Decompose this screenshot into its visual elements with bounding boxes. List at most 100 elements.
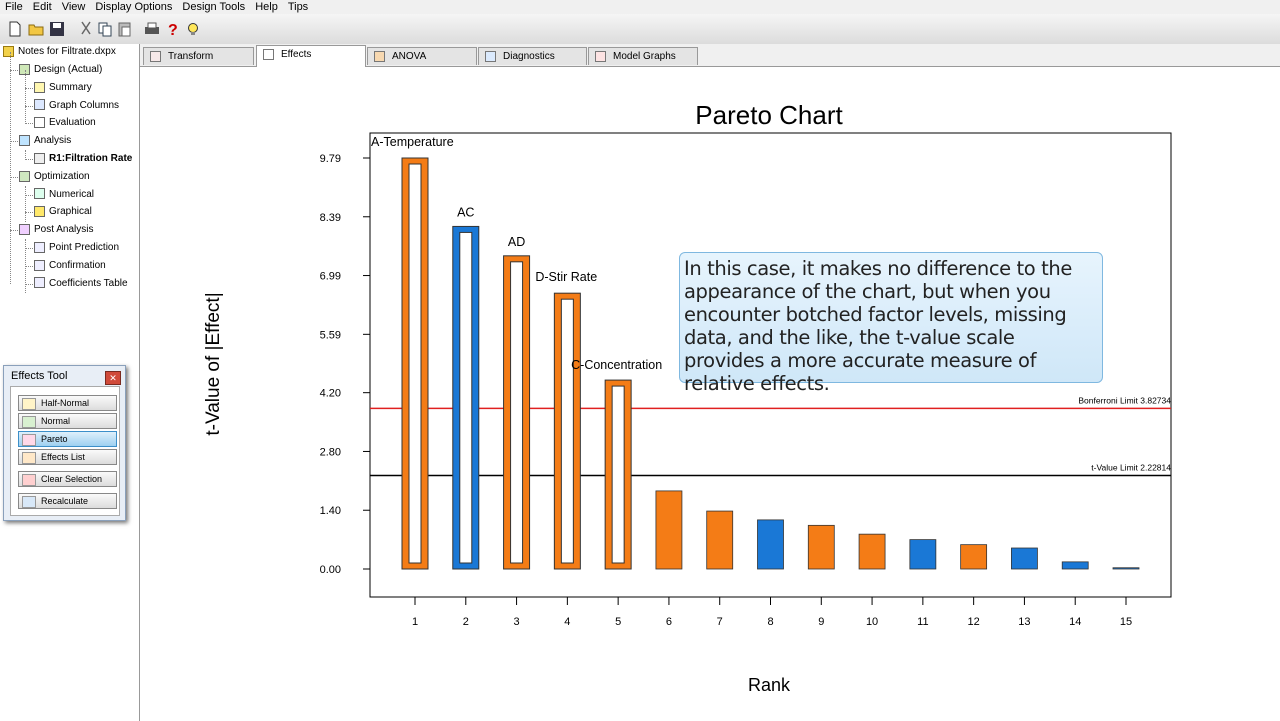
tab-label: ANOVA [392,51,427,62]
tree-root[interactable]: Notes for Filtrate.dxpx [3,44,116,60]
tab-anova[interactable]: ANOVA [367,47,477,65]
tree-connector [25,123,33,125]
button-label: Half-Normal [41,398,90,408]
bar [960,544,988,570]
tree-item-label: Post Analysis [34,224,94,236]
tree-item-confirmation[interactable]: Confirmation [34,258,106,274]
tab-label: Diagnostics [503,51,555,62]
tree-item-design-actual[interactable]: Design (Actual) [19,62,102,78]
x-tick-label: 8 [767,616,773,628]
tree-item-optimization[interactable]: Optimization [19,169,90,185]
tree-item-label: Confirmation [49,259,106,271]
effects-tab-icon [263,49,274,60]
tab-transform[interactable]: Transform [143,47,254,65]
x-tick-label: 3 [514,616,520,628]
cut-icon[interactable] [77,20,95,38]
effects-list-button[interactable]: Effects List [18,449,117,465]
menu-display-options[interactable]: Display Options [95,1,173,13]
x-tick-label: 4 [564,616,570,628]
tree-item-analysis[interactable]: Analysis [19,133,71,149]
print-icon[interactable] [143,20,161,38]
bar [807,524,835,570]
tree-item-summary[interactable]: Summary [34,80,92,96]
grid-icon [19,63,30,75]
menu-file[interactable]: File [5,1,23,13]
recalculate-button[interactable]: Recalculate [18,493,117,509]
svg-text:?: ? [168,22,178,38]
tree-item-point-prediction[interactable]: Point Prediction [34,240,119,256]
optimization-icon [19,170,30,182]
tab-effects[interactable]: Effects [256,45,366,67]
tree-item-evaluation[interactable]: Evaluation [34,115,96,131]
graphical-icon [34,206,45,218]
normal-button[interactable]: Normal [18,413,117,429]
bar-selection-inner [510,261,524,564]
save-icon[interactable] [48,20,66,38]
menu-view[interactable]: View [61,1,86,13]
effects-tool-title: Effects Tool [11,370,68,382]
menu-help[interactable]: Help [255,1,278,13]
open-folder-icon[interactable] [27,20,45,38]
tree-item-r1-filtration-rate[interactable]: R1:Filtration Rate [34,151,132,167]
close-icon[interactable]: ✕ [105,371,121,385]
y-axis-label: t-Value of |Effect| [203,292,224,435]
tree-connector [25,283,33,285]
menu-edit[interactable]: Edit [32,1,52,13]
pareto-button[interactable]: Pareto [18,431,117,447]
y-tick-label: 6.99 [320,271,341,283]
bar [1061,561,1089,570]
tree-connector [10,70,18,71]
tree-item-label: R1:Filtration Rate [49,153,133,164]
tree-item-label: Evaluation [49,117,96,129]
coefficients-table-icon [34,277,45,289]
tree-connector [25,248,33,249]
x-tick-label: 9 [818,616,824,628]
effects-tool-panel: Half-Normal Normal Pareto Effects List Clear… [10,386,120,516]
button-label: Pareto [41,434,68,444]
help-icon[interactable]: ? [164,20,182,38]
x-tick-label: 11 [917,616,928,628]
normal-icon [22,415,36,428]
tab-model-graphs[interactable]: Model Graphs [588,47,698,65]
tree-connector [25,239,26,293]
paste-icon[interactable] [116,20,134,38]
tree-item-label: Coefficients Table [49,277,128,289]
post-analysis-icon [19,224,30,236]
tree-item-graphical[interactable]: Graphical [34,204,92,220]
transform-tab-icon [150,51,161,62]
new-file-icon[interactable] [6,20,24,38]
clear-selection-button[interactable]: Clear Selection [18,471,117,487]
x-tick-label: 2 [463,616,469,628]
tree-item-label: Optimization [34,170,90,182]
chart-title: Pareto Chart [695,100,843,130]
tab-bar: Transform Effects ANOVA Diagnostics Model Gr… [140,44,1280,67]
response-icon [34,152,45,164]
tree-item-label: Analysis [34,135,72,147]
callout-text: In this case, it makes no difference to … [684,257,1072,395]
tab-diagnostics[interactable]: Diagnostics [478,47,587,65]
graph-columns-icon [34,99,45,111]
menu-tips[interactable]: Tips [287,1,309,13]
bar-label: D-Stir Rate [535,270,597,284]
tree-connector [25,87,33,89]
bar [909,539,937,570]
menu-design-tools[interactable]: Design Tools [182,1,246,13]
tree-connector [25,194,33,196]
y-tick-label: 1.40 [320,505,341,517]
tree-connector [10,176,18,178]
tree-item-coefficients-table[interactable]: Coefficients Table [34,276,128,292]
evaluation-icon [34,117,45,129]
tree-connector [25,265,33,267]
tree-connector [10,141,18,143]
copy-icon[interactable] [96,20,114,38]
bar-selection-inner [459,231,473,564]
y-tick-label: 4.20 [320,388,341,400]
tree-item-graph-columns[interactable]: Graph Columns [34,98,119,114]
tips-lightbulb-icon[interactable] [184,20,202,38]
tree-item-numerical[interactable]: Numerical [34,187,94,203]
bar-label: AC [457,205,474,219]
half-normal-button[interactable]: Half-Normal [18,395,117,411]
x-tick-label: 14 [1069,616,1081,628]
tree-item-post-analysis[interactable]: Post Analysis [19,222,93,238]
analysis-icon [19,135,30,147]
